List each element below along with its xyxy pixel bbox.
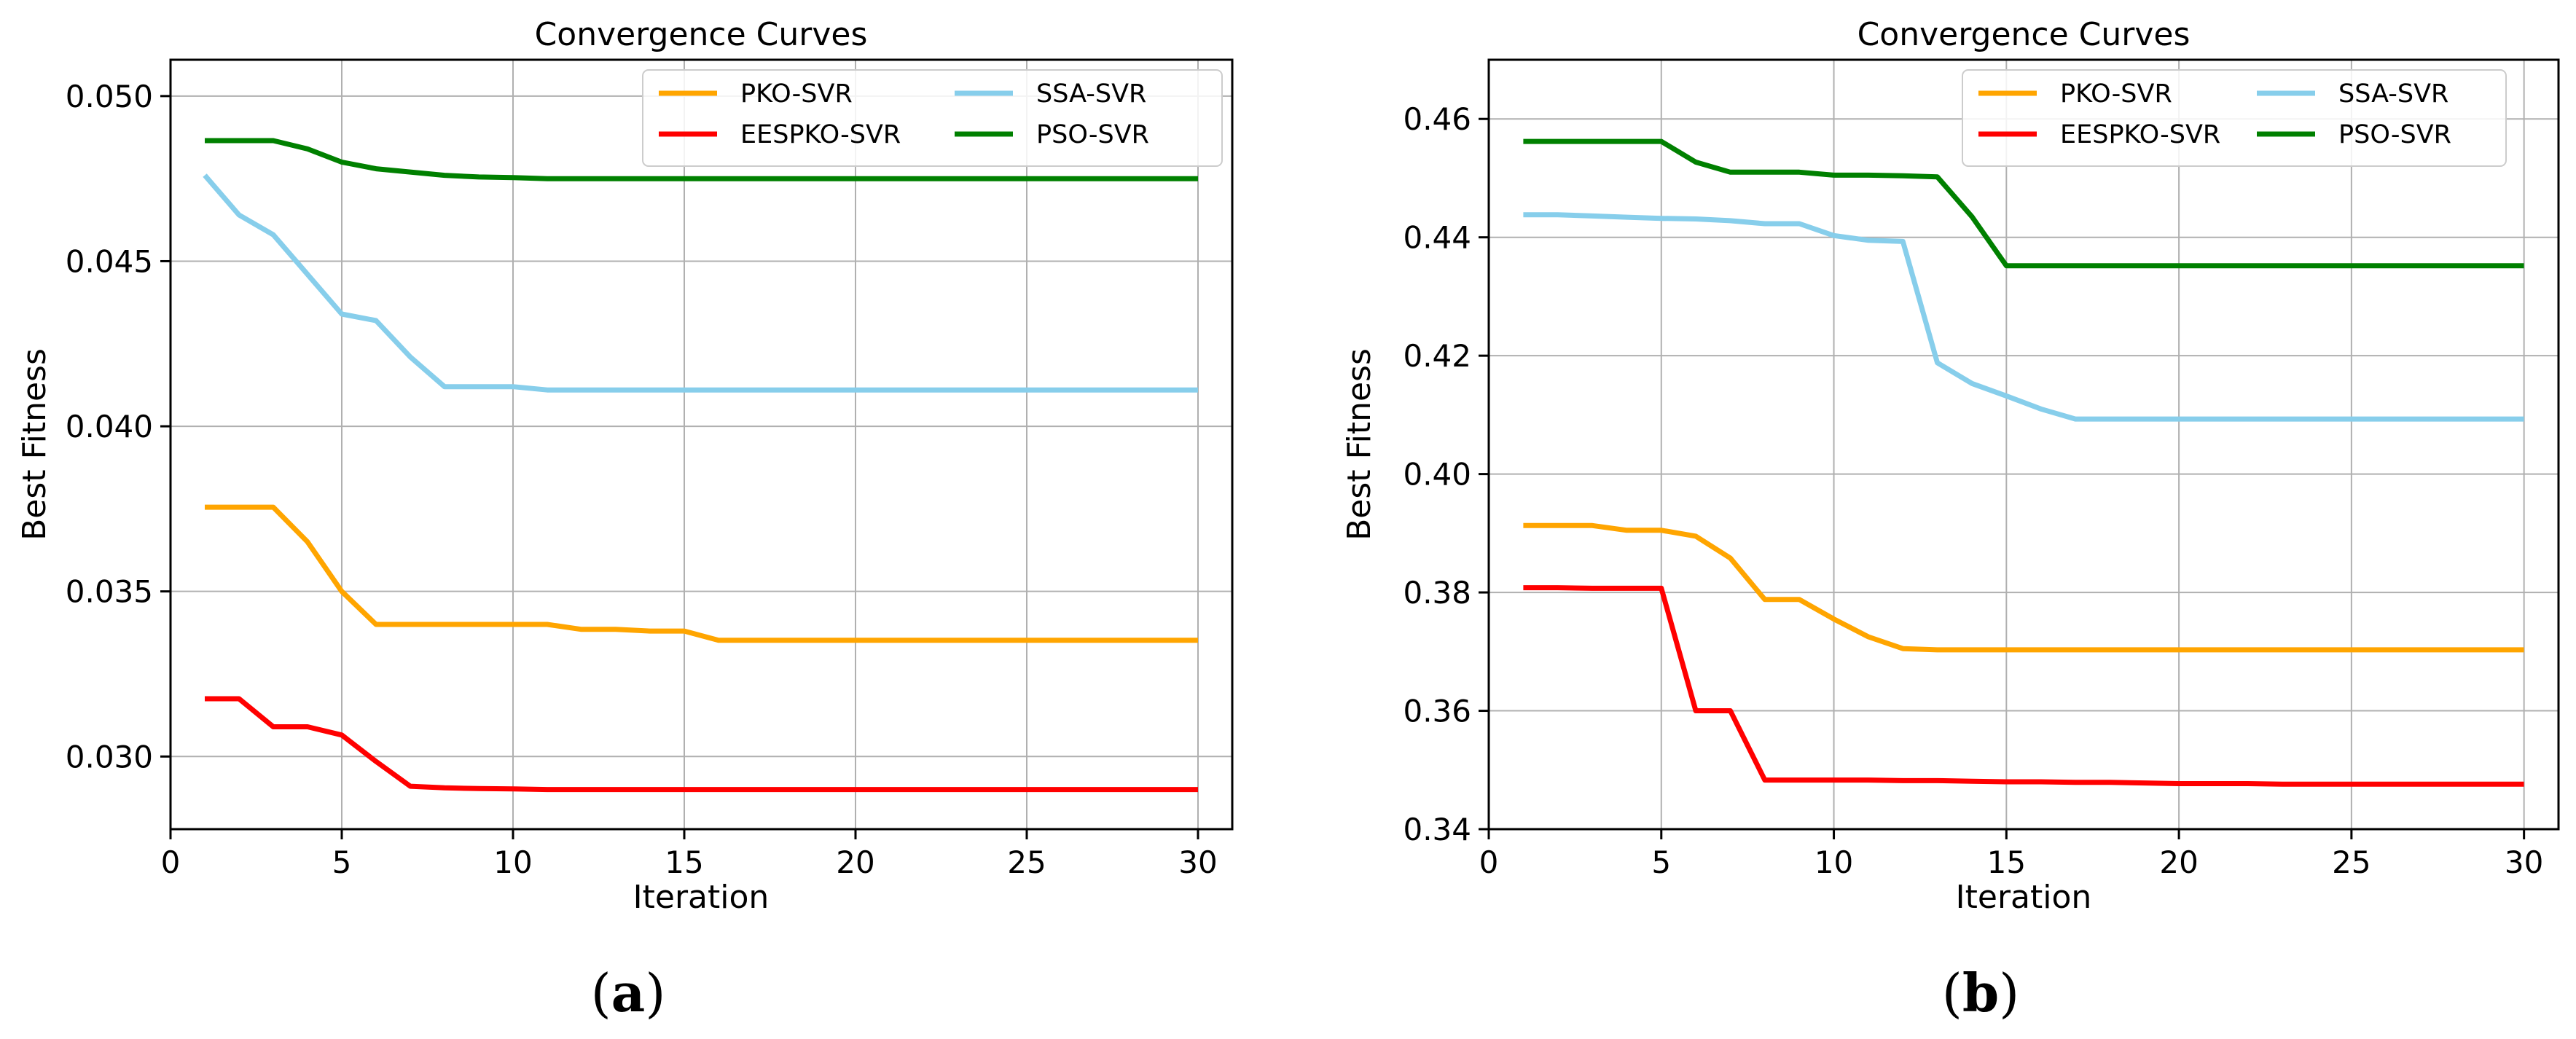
- y-tick-label: 0.36: [1403, 694, 1471, 729]
- plot-frame-b: [1487, 58, 2560, 831]
- x-tick-label: 30: [2505, 844, 2543, 880]
- x-tick-label: 10: [493, 844, 532, 880]
- x-tick-label: 10: [1814, 844, 1853, 880]
- y-tick-label: 0.040: [66, 409, 153, 444]
- plot-frame-a: [169, 58, 1234, 831]
- y-tick-label: 0.030: [66, 739, 153, 775]
- chart-panel-a: 0 5 10 15 20 25 30 0.030 0.035 0.040 0.045 0.050 Co…: [16, 16, 1234, 916]
- legend-label-ssa-svr: SSA-SVR: [2338, 79, 2448, 109]
- ticks-b: 0 5 10 15 20 25 30 0.34 0.36 0.38 0.40 0.42 0.44 0.46: [1403, 101, 2543, 880]
- legend-box-b: [1962, 69, 2507, 167]
- series-line-pso-svr: [205, 138, 1198, 181]
- legend-label-pko-svr: PKO-SVR: [740, 79, 853, 109]
- y-tick-label: 0.42: [1403, 338, 1471, 374]
- x-tick-label: 5: [332, 844, 352, 880]
- legend-label-pko-svr: PKO-SVR: [2060, 79, 2172, 109]
- series-line-eespko-svr: [205, 696, 1198, 793]
- panel-label-a: (a): [590, 962, 666, 1024]
- y-tick-label: 0.44: [1403, 220, 1471, 256]
- panel-label-b: (b): [1941, 962, 2020, 1024]
- x-tick-label: 0: [1479, 844, 1499, 880]
- legend-b: PKO-SVR EESPKO-SVR SSA-SVR PSO-SVR: [1962, 69, 2507, 167]
- y-tick-label: 0.035: [66, 574, 153, 610]
- legend-box-a: [642, 69, 1223, 167]
- x-tick-label: 5: [1651, 844, 1671, 880]
- legend-a: PKO-SVR EESPKO-SVR SSA-SVR PSO-SVR: [642, 69, 1223, 167]
- y-axis-label-a: Best Fitness: [16, 348, 53, 541]
- grid-b: [1488, 60, 2559, 830]
- x-tick-label: 20: [2159, 844, 2198, 880]
- x-tick-label: 25: [1007, 844, 1046, 880]
- y-tick-label: 0.46: [1403, 101, 1471, 137]
- x-tick-label: 0: [161, 844, 181, 880]
- grid-a: [170, 60, 1232, 829]
- legend-label-pso-svr: PSO-SVR: [1036, 120, 1149, 149]
- series-line-ssa-svr: [203, 173, 1198, 393]
- x-axis-label-a: Iteration: [633, 879, 770, 916]
- series-line-pko-svr: [1523, 522, 2524, 653]
- chart-title-b: Convergence Curves: [1857, 16, 2191, 53]
- y-axis-label-b: Best Fitness: [1341, 348, 1378, 541]
- x-tick-label: 30: [1178, 844, 1217, 880]
- chart-title-a: Convergence Curves: [535, 16, 868, 53]
- chart-panel-b: 0 5 10 15 20 25 30 0.34 0.36 0.38 0.40 0.42 0.44 0.46…: [1341, 16, 2560, 916]
- y-tick-label: 0.045: [66, 243, 153, 279]
- series-line-pko-svr: [205, 504, 1198, 643]
- y-tick-label: 0.38: [1403, 575, 1471, 611]
- x-tick-label: 15: [1987, 844, 2026, 880]
- series-line-ssa-svr: [1523, 212, 2524, 422]
- x-axis-label-b: Iteration: [1956, 879, 2092, 916]
- legend-label-pso-svr: PSO-SVR: [2338, 120, 2451, 149]
- ticks-a: 0 5 10 15 20 25 30 0.030 0.035 0.040 0.045 0.050: [66, 79, 1218, 880]
- series-line-eespko-svr: [1523, 585, 2524, 787]
- x-tick-label: 15: [665, 844, 703, 880]
- x-tick-label: 20: [836, 844, 874, 880]
- x-tick-label: 25: [2332, 844, 2371, 880]
- series-b: [1523, 138, 2524, 787]
- y-tick-label: 0.050: [66, 79, 153, 114]
- legend-label-eespko-svr: EESPKO-SVR: [740, 120, 901, 149]
- legend-label-ssa-svr: SSA-SVR: [1036, 79, 1146, 109]
- y-tick-label: 0.40: [1403, 457, 1471, 493]
- series-a: [203, 138, 1198, 793]
- legend-label-eespko-svr: EESPKO-SVR: [2060, 120, 2220, 149]
- y-tick-label: 0.34: [1403, 812, 1471, 847]
- series-line-pso-svr: [1523, 138, 2524, 269]
